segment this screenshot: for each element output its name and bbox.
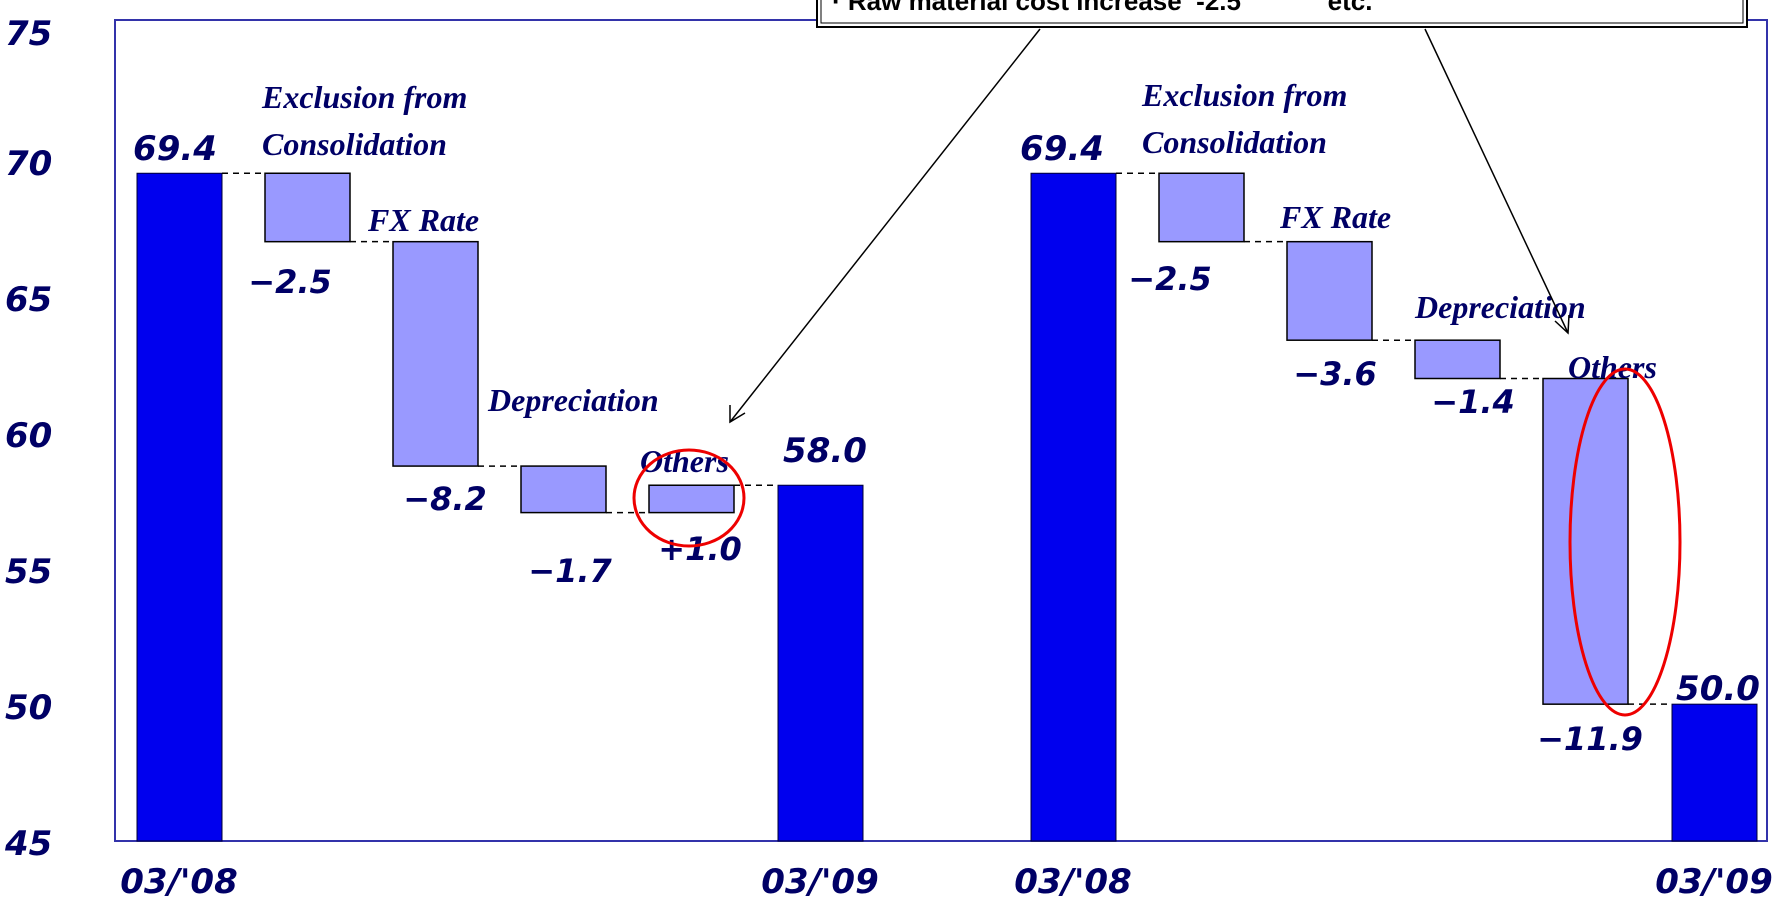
end-value-label: 58.0: [783, 431, 867, 471]
step-value-label: −1.7: [528, 552, 612, 590]
annotation-box: · Raw material cost increase -2.5 etc.: [816, 0, 1748, 28]
step-bar: [1158, 172, 1245, 243]
arrow-left: [729, 28, 1041, 423]
total-bar-end: [777, 484, 864, 842]
step-bar: [392, 240, 479, 467]
step-category-label: Depreciation: [487, 382, 659, 418]
y-tick-label: 50: [5, 688, 52, 728]
chart-marks: 69.4 −2.5 Exclusion from Consolidation −8.2 F…: [120, 77, 1772, 902]
arrow-left-head: [729, 405, 746, 424]
total-bar-start: [136, 172, 223, 842]
step-value-label: −11.9: [1537, 720, 1643, 758]
step-category-label: FX Rate: [1279, 199, 1391, 235]
y-tick-label: 60: [5, 416, 52, 456]
total-bar-end: [1671, 703, 1758, 842]
x-tick-label-start: 03/'08: [1014, 862, 1131, 902]
step-bar: [648, 484, 735, 514]
step-bar: [1414, 339, 1501, 380]
step-bar: [1286, 240, 1373, 341]
callout-arrows: [729, 28, 1570, 424]
highlight-ellipse-right: [1568, 367, 1682, 717]
arrow-right: [1424, 28, 1569, 334]
end-value-label: 50.0: [1676, 669, 1760, 709]
step-category-label: Consolidation: [262, 126, 447, 162]
step-category-label: Depreciation: [1414, 289, 1586, 325]
step-value-label: −2.5: [248, 263, 332, 301]
step-category-label: Exclusion from: [1141, 77, 1347, 113]
step-category-label: Exclusion from: [261, 79, 467, 115]
start-value-label: 69.4: [1020, 129, 1104, 169]
start-value-label: 69.4: [133, 129, 217, 169]
y-tick-label: 75: [5, 14, 52, 54]
y-tick-label: 65: [5, 280, 52, 320]
step-category-label: FX Rate: [367, 202, 479, 238]
y-tick-label: 70: [5, 144, 52, 184]
x-tick-label-end: 03/'09: [1655, 862, 1772, 902]
step-bar: [264, 172, 351, 243]
x-tick-label-start: 03/'08: [120, 862, 237, 902]
step-bar: [520, 465, 607, 514]
y-tick-label: 45: [4, 824, 52, 864]
total-bar-start: [1030, 172, 1117, 842]
step-value-label: −8.2: [403, 480, 487, 518]
annotation-text: · Raw material cost increase -2.5 etc.: [832, 0, 1372, 16]
highlight-ellipse-left: [632, 448, 746, 548]
annotation-inner-frame: [820, 0, 1744, 24]
y-tick-label: 55: [5, 552, 52, 592]
step-value-label: −1.4: [1431, 383, 1515, 421]
arrow-right-head: [1554, 314, 1570, 335]
x-tick-label-end: 03/'09: [761, 862, 878, 902]
step-value-label: −3.6: [1293, 355, 1377, 393]
step-value-label: +1.0: [658, 530, 742, 568]
step-category-label: Consolidation: [1142, 124, 1327, 160]
step-bar: [1542, 377, 1629, 705]
step-value-label: −2.5: [1128, 260, 1212, 298]
y-axis: 75 70 65 60 55 50 45: [4, 14, 52, 864]
